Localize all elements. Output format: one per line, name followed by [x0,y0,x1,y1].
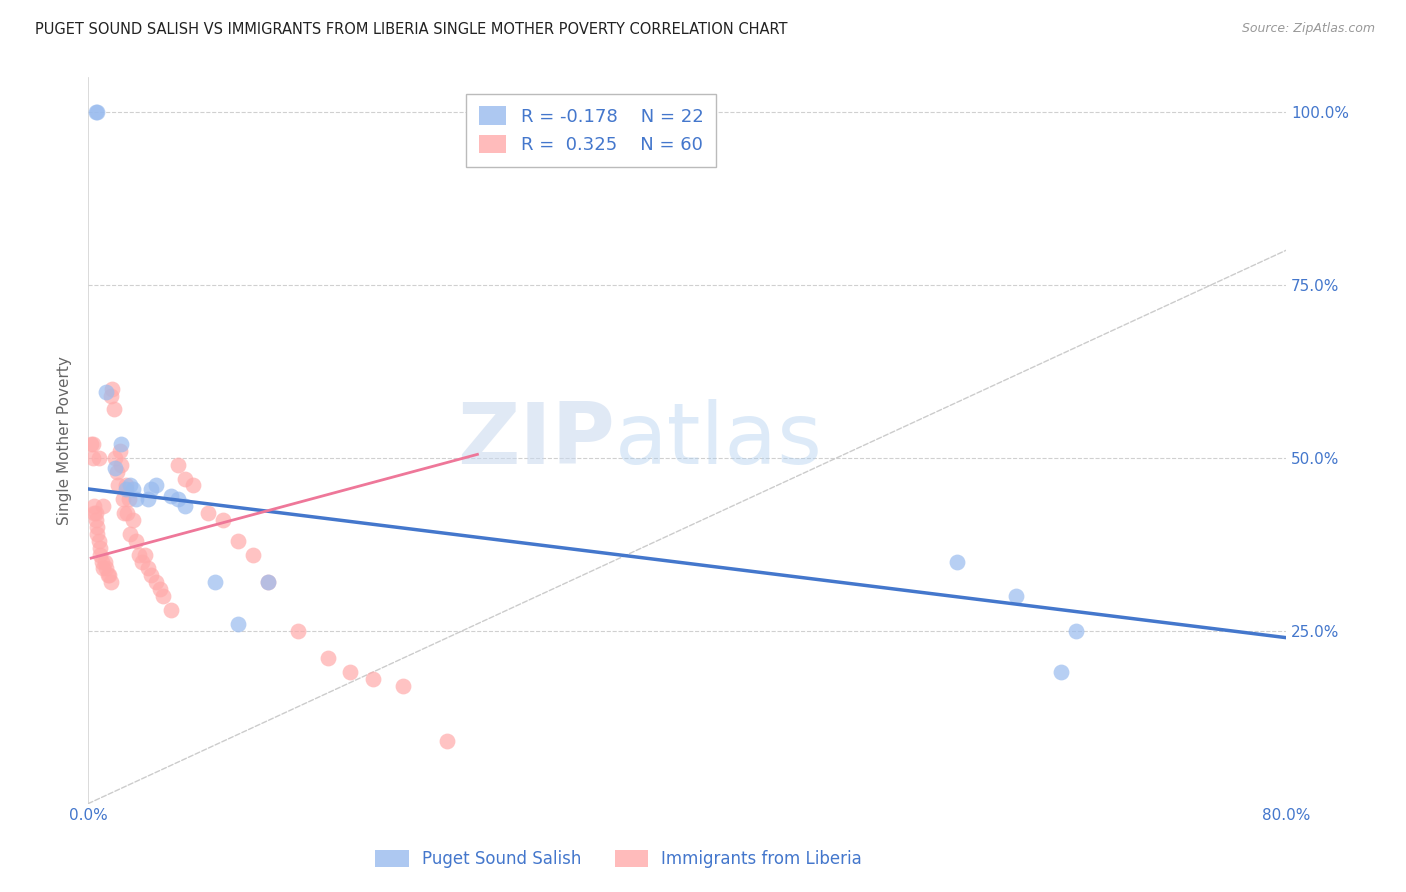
Point [152,589,174,603]
Point [117,492,139,507]
Text: Source: ZipAtlas.com: Source: ZipAtlas.com [1241,22,1375,36]
Point [82,437,104,451]
Point [174,500,197,514]
Point [105,465,128,479]
Point [86,520,108,534]
Point [339,665,361,680]
Point [256,575,278,590]
Point [114,478,136,492]
Point [86,105,108,120]
Point [122,513,145,527]
Point [94,561,117,575]
Point [316,651,339,665]
Point [89,541,111,555]
Point [83,506,105,520]
Point [145,575,167,590]
Point [167,492,190,507]
Point [136,492,159,507]
Point [93,555,115,569]
Point [287,624,309,638]
Point [139,568,162,582]
Text: ZIP: ZIP [457,399,616,482]
Point [115,506,138,520]
Point [226,616,249,631]
Point [83,500,105,514]
Point [90,555,112,569]
Y-axis label: Single Mother Poverty: Single Mother Poverty [58,356,72,525]
Point [98,568,121,582]
Point [104,450,127,465]
Point [120,527,142,541]
Point [1005,589,1028,603]
Point [107,478,129,492]
Legend: R = -0.178    N = 22, R =  0.325    N = 60: R = -0.178 N = 22, R = 0.325 N = 60 [467,94,716,167]
Point [100,388,122,402]
Point [159,603,181,617]
Point [361,672,384,686]
Point [945,555,967,569]
Point [136,561,159,575]
Point [197,506,219,520]
Point [97,568,120,582]
Point [120,478,142,492]
Point [110,437,132,451]
Point [1066,624,1088,638]
Point [167,458,190,472]
Point [256,575,278,590]
Point [181,478,204,492]
Point [101,382,124,396]
Point [391,679,413,693]
Point [114,482,136,496]
Point [125,533,148,548]
Point [174,472,197,486]
Point [131,555,153,569]
Point [111,492,134,507]
Point [100,575,122,590]
Point [104,461,127,475]
Point [91,561,114,575]
Point [110,458,132,472]
Point [212,513,235,527]
Point [125,492,148,507]
Point [1050,665,1073,680]
Text: PUGET SOUND SALISH VS IMMIGRANTS FROM LIBERIA SINGLE MOTHER POVERTY CORRELATION : PUGET SOUND SALISH VS IMMIGRANTS FROM LI… [35,22,787,37]
Point [134,548,156,562]
Point [149,582,172,597]
Point [242,548,264,562]
Text: atlas: atlas [616,399,823,482]
Point [84,105,107,120]
Point [139,482,162,496]
Point [87,533,110,548]
Point [89,548,111,562]
Point [122,482,145,496]
Point [87,450,110,465]
Point [128,548,150,562]
Point [84,513,107,527]
Point [436,734,458,748]
Point [82,450,104,465]
Point [145,478,167,492]
Point [204,575,226,590]
Point [91,500,114,514]
Point [86,527,108,541]
Point [84,506,107,520]
Point [103,402,125,417]
Point [112,506,135,520]
Point [94,385,117,400]
Point [80,437,103,451]
Legend: Puget Sound Salish, Immigrants from Liberia: Puget Sound Salish, Immigrants from Libe… [368,843,869,875]
Point [159,489,181,503]
Point [226,533,249,548]
Point [108,443,131,458]
